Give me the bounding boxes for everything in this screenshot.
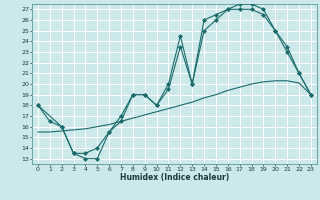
X-axis label: Humidex (Indice chaleur): Humidex (Indice chaleur): [120, 173, 229, 182]
